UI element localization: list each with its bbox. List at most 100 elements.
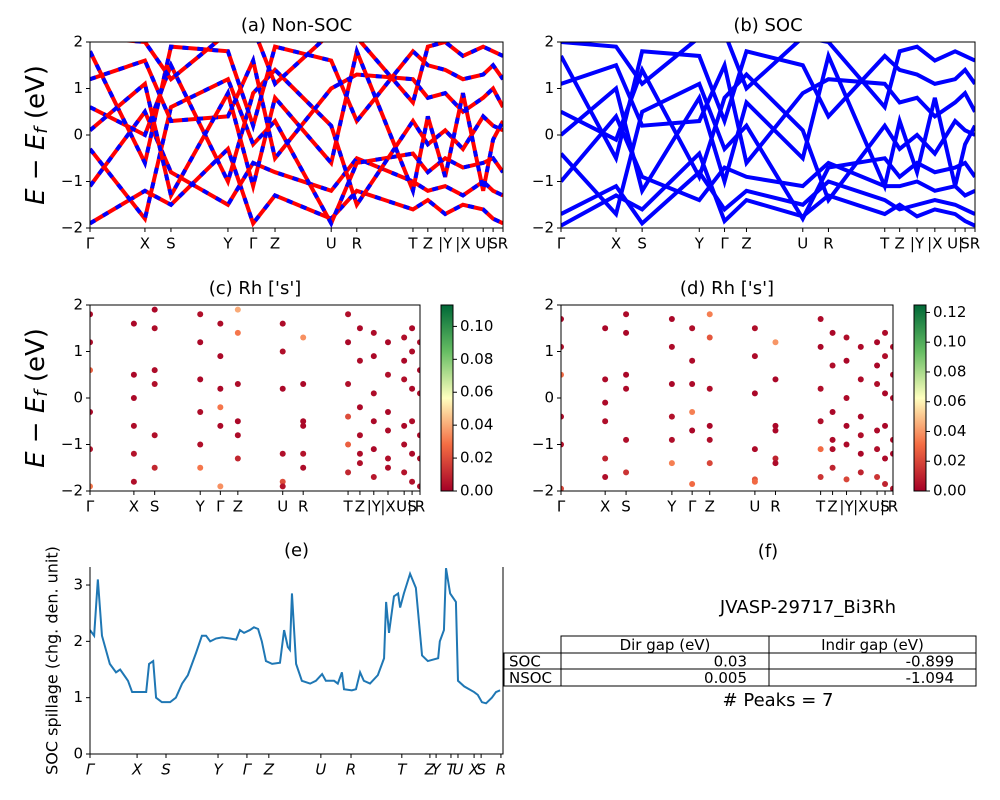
x-tick-label: R	[498, 235, 508, 253]
point	[279, 385, 286, 392]
point	[356, 357, 363, 364]
point	[384, 464, 391, 471]
x-tick-label: S	[476, 761, 486, 779]
point	[706, 422, 713, 429]
point	[602, 455, 609, 462]
point	[857, 413, 864, 420]
point	[279, 320, 286, 327]
point	[857, 432, 864, 439]
x-tick-label: U	[315, 761, 326, 779]
point	[370, 446, 377, 453]
colorbar-tick-label: 0.06	[933, 392, 966, 410]
point	[772, 376, 779, 383]
x-tick-label: Z	[355, 498, 365, 516]
x-tick-label: Y	[213, 761, 224, 779]
colorbar-tick-label: 0.04	[933, 422, 966, 440]
point	[561, 413, 564, 420]
y-tick-label: 0	[73, 389, 83, 407]
point	[689, 408, 696, 415]
x-tick-label: U	[797, 235, 808, 253]
point	[409, 478, 416, 485]
colorbar-tick-label: 0.00	[460, 482, 493, 500]
point	[689, 427, 696, 434]
point	[817, 343, 824, 350]
x-tick-label: Z	[741, 235, 751, 253]
point	[882, 329, 889, 336]
point	[857, 343, 864, 350]
x-tick-label: Y	[432, 761, 443, 779]
band	[561, 58, 975, 168]
point	[300, 334, 307, 341]
colorbar-tick-label: 0.08	[460, 350, 493, 368]
cell-text: 0.005	[704, 669, 747, 687]
point	[356, 450, 363, 457]
point	[857, 469, 864, 476]
point	[417, 367, 420, 374]
point	[668, 413, 675, 420]
point	[217, 422, 224, 429]
point	[409, 450, 416, 457]
point	[882, 455, 889, 462]
point	[623, 371, 630, 378]
y-axis-label-part: E − E	[21, 396, 51, 468]
point	[751, 446, 758, 453]
point	[829, 436, 836, 443]
y-axis-label-part: f	[31, 125, 52, 134]
y-tick-label: −2	[61, 482, 83, 500]
y-tick-label: 1	[73, 688, 83, 706]
x-tick-label: R	[352, 235, 362, 253]
x-tick-label: |X	[380, 498, 395, 516]
colorbar-tick-label: 0.10	[460, 317, 493, 335]
x-tick-label: U|	[869, 498, 885, 516]
y-axis-label: E − Ef (eV)	[21, 65, 53, 205]
x-tick-label: U	[326, 235, 337, 253]
point	[90, 446, 93, 453]
axes-frame	[89, 304, 421, 492]
x-tick-label: R	[346, 761, 356, 779]
point	[602, 474, 609, 481]
point	[882, 481, 889, 488]
point	[882, 422, 889, 429]
point	[602, 376, 609, 383]
x-tick-label: S	[161, 761, 171, 779]
point	[197, 464, 204, 471]
point	[829, 408, 836, 415]
band	[90, 145, 503, 228]
x-tick-label: R	[888, 498, 898, 516]
x-tick-label: T	[397, 761, 408, 779]
x-tick-label: Y	[666, 498, 677, 516]
point	[279, 450, 286, 457]
axes-frame	[560, 41, 976, 229]
point	[356, 432, 363, 439]
point	[817, 446, 824, 453]
point	[345, 413, 352, 420]
x-tick-label: X	[611, 235, 621, 253]
y-tick-label: 1	[73, 79, 83, 97]
x-tick-label: Γ	[216, 498, 225, 516]
x-tick-label: T	[879, 235, 890, 253]
y-tick-label: 1	[544, 342, 554, 360]
y-tick-label: 3	[73, 576, 83, 594]
point	[234, 329, 241, 336]
plot-area	[90, 306, 420, 490]
point	[829, 362, 836, 369]
x-tick-label: R	[823, 235, 833, 253]
panel-title: (c) Rh ['s']	[209, 278, 302, 299]
cell-text: 0.03	[714, 653, 747, 671]
y-tick-label: 0	[73, 126, 83, 144]
point	[843, 334, 850, 341]
x-tick-label: |Y	[910, 235, 925, 253]
point	[130, 371, 137, 378]
point	[90, 483, 93, 490]
y-tick-label: −1	[61, 172, 83, 190]
panel-title: (a) Non-SOC	[241, 15, 352, 36]
point	[706, 334, 713, 341]
y-tick-label: 1	[73, 342, 83, 360]
point	[384, 371, 391, 378]
plot-area	[90, 42, 503, 228]
colorbar-tick-label: 0.06	[460, 383, 493, 401]
x-tick-label: S	[621, 498, 631, 516]
y-tick-label: 2	[73, 632, 83, 650]
x-tick-label: U	[277, 498, 288, 516]
band	[561, 48, 975, 164]
